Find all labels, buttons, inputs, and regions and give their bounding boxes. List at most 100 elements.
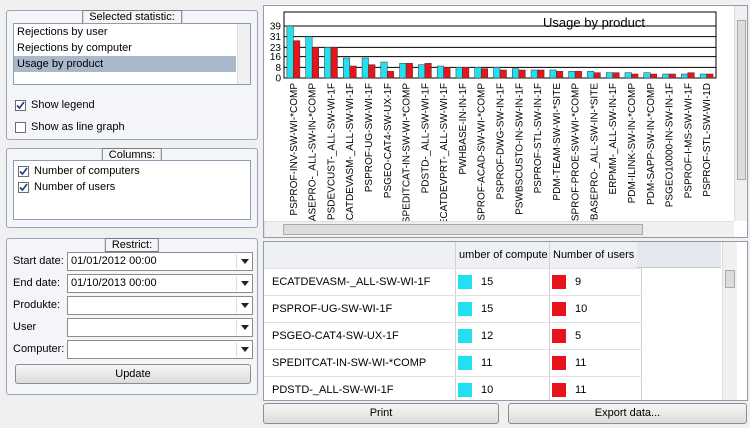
value-cell: 10 [455, 376, 550, 400]
name-cell: SPEDITCAT-IN-SW-WI-*COMP [264, 349, 456, 377]
bar [493, 67, 501, 79]
bar [568, 71, 576, 79]
header-cell: Number of users [549, 242, 642, 269]
bar [342, 57, 350, 79]
cell-value: 15 [481, 302, 494, 315]
bar [518, 69, 526, 79]
scroll-thumb[interactable] [737, 20, 746, 180]
cell-value: 11 [481, 356, 493, 369]
field-label: User [13, 321, 37, 333]
field-row: End date: 01/10/2013 00:00 [13, 272, 253, 294]
statistic-group: Selected statistic: Rejections by user Re… [6, 10, 258, 140]
cell-value: 5 [575, 329, 582, 342]
table-row: PSGEO-CAT4-SW-UX-1F 12 5 [264, 322, 642, 350]
bar [424, 63, 432, 79]
value-cell: 5 [549, 322, 642, 350]
arrow-icon [240, 302, 249, 308]
scroll-thumb[interactable] [725, 270, 735, 288]
dropdown-arrow[interactable] [236, 275, 252, 291]
checkbox-label: Show legend [31, 99, 95, 111]
bar [574, 71, 582, 79]
checkbox-box[interactable] [18, 181, 29, 193]
bar [643, 72, 651, 79]
bar [443, 67, 451, 79]
scroll-thumb[interactable] [283, 224, 643, 235]
scrollbar[interactable] [237, 24, 250, 84]
checkbox-box[interactable] [15, 99, 26, 111]
data-table: umber of compute Number of users ECATDEVAS… [264, 242, 642, 400]
field-row: Produkte: [13, 294, 253, 316]
dropdown[interactable] [67, 317, 253, 337]
x-tick-label: PDM-TEAM-SW-WI-*SITE [552, 83, 563, 201]
dropdown[interactable] [67, 339, 253, 359]
bar [512, 68, 520, 79]
field-label: End date: [13, 277, 61, 289]
update-button[interactable]: Update [15, 364, 251, 384]
color-swatch [552, 356, 566, 370]
color-swatch [458, 275, 472, 289]
checkbox[interactable]: Show as line graph [15, 116, 245, 138]
x-tick-label: ERPMM-_ALL-SW-IN-1F [608, 83, 619, 195]
y-tick-label: 31 [270, 32, 282, 43]
table-row: PDSTD-_ALL-SW-WI-1F 10 11 [264, 376, 642, 400]
arrow-shape [240, 346, 249, 352]
dropdown-arrow[interactable] [236, 319, 252, 335]
cell-value: 10 [481, 383, 494, 396]
value-cell: 15 [455, 295, 550, 323]
v-scrollbar[interactable] [734, 6, 747, 221]
h-scrollbar[interactable] [264, 221, 734, 237]
list-item[interactable]: Rejections by user [17, 26, 108, 38]
dropdown-arrow[interactable] [236, 253, 252, 269]
x-tick-label: PSGEO-CAT4-SW-UX-1F [383, 83, 394, 198]
x-tick-label: PSPROF-STL-SW-WI-1D [702, 83, 713, 197]
x-tick-label: PDM-ILINK-SW-IN-*COMP [627, 83, 638, 204]
restrict-group: Restrict: Start date: 01/01/2012 00:00 End… [6, 238, 258, 395]
x-tick-label: PSPROF-UG-SW-WI-1F [364, 83, 375, 192]
list-item[interactable]: Rejections by computer [17, 42, 132, 54]
checkbox-box[interactable] [15, 121, 26, 133]
checkbox[interactable]: Show legend [15, 94, 245, 116]
bar [537, 69, 545, 79]
x-tick-label: PWHBASE-IN-IN-1F [458, 83, 469, 175]
checkbox-label: Number of users [34, 181, 116, 193]
checkbox[interactable]: Number of users [18, 179, 246, 195]
arrow-shape [240, 280, 249, 286]
dropdown-arrow[interactable] [236, 297, 252, 313]
y-tick-label: 0 [275, 74, 281, 85]
chart-panel: Usage by product 0 8 16 23 31 39 PSPROF-INV-SW-… [263, 5, 748, 238]
export-button[interactable]: Export data... [508, 403, 747, 424]
check-stroke [19, 183, 28, 191]
bar [349, 65, 357, 79]
dropdown[interactable]: 01/10/2013 00:00 [67, 273, 253, 293]
table-panel: umber of compute Number of users ECATDEVAS… [263, 241, 748, 401]
arrow-icon [240, 258, 249, 264]
dropdown[interactable] [67, 295, 253, 315]
checkbox-box[interactable] [18, 165, 29, 177]
bar [380, 61, 388, 79]
dropdown[interactable]: 01/01/2012 00:00 [67, 251, 253, 271]
table-row: SPEDITCAT-IN-SW-WI-*COMP 11 11 [264, 349, 642, 377]
checkbox-label: Show as line graph [31, 121, 125, 133]
bar [699, 73, 707, 79]
cell-value: 11 [575, 383, 587, 396]
value-cell: 11 [549, 376, 642, 400]
bar [436, 65, 444, 79]
arrow-shape [240, 258, 249, 264]
x-tick-label: SPEDITCAT-IN-SW-WI-*COMP [402, 83, 413, 221]
columns-list: Number of computers Number of users [13, 160, 251, 220]
dropdown-arrow[interactable] [236, 341, 252, 357]
arrow-icon [240, 324, 249, 330]
x-tick-label: PDSTD-_ALL-SW-WI-1F [420, 83, 431, 193]
checkbox[interactable]: Number of computers [18, 163, 246, 179]
print-button[interactable]: Print [263, 403, 499, 424]
dropdown-value: 01/10/2013 00:00 [71, 277, 157, 289]
color-swatch [552, 383, 566, 397]
bar [361, 57, 369, 79]
y-tick-label: 8 [275, 63, 281, 74]
dropdown-value: 01/01/2012 00:00 [71, 255, 157, 267]
value-cell: 15 [455, 268, 550, 296]
bar [687, 72, 695, 79]
x-tick-label: PSGEO10000-IN-SW-IN-1F [665, 83, 676, 207]
list-item[interactable]: Usage by product [14, 56, 236, 72]
v-scrollbar[interactable] [722, 242, 737, 400]
